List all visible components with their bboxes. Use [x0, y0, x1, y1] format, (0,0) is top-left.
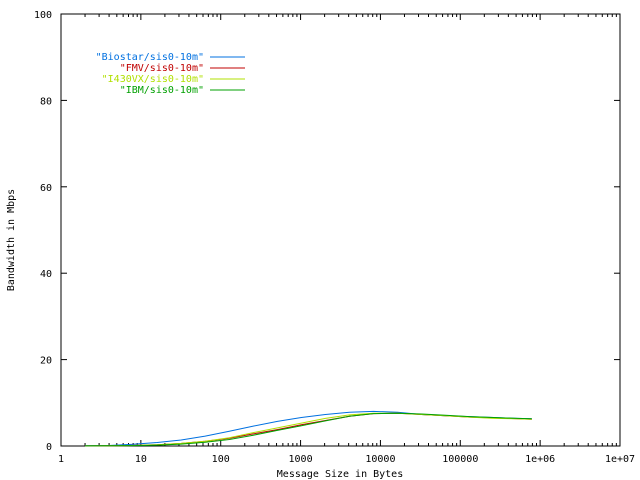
y-tick-label: 100: [34, 10, 52, 21]
series-lines: [84, 410, 532, 447]
y-tick-label: 60: [40, 183, 52, 194]
x-axis-label: Message Size in Bytes: [277, 469, 403, 480]
plot-frame: [60, 13, 621, 447]
y-tick-label: 80: [40, 96, 52, 107]
x-tick-label: 100: [212, 454, 230, 465]
legend: "Biostar/sis0-10m""FMV/sis0-10m""I430VX/…: [96, 52, 245, 96]
x-tick-label: 100000: [442, 454, 478, 465]
y-tick-label: 20: [40, 356, 52, 367]
y-tick-label: 0: [46, 442, 52, 453]
x-axis-ticks: 1 10 100 1000 10000 100000 1e+06 1e+07: [58, 14, 635, 465]
series-line-3: [84, 412, 532, 447]
series-line-1: [84, 412, 532, 447]
y-tick-label: 40: [40, 269, 52, 280]
x-tick-label: 1000: [289, 454, 313, 465]
x-tick-label: 1e+06: [525, 454, 555, 465]
y-axis-label: Bandwidth in Mbps: [6, 189, 17, 291]
x-tick-label: 1e+07: [605, 454, 635, 465]
legend-label: "Biostar/sis0-10m": [96, 52, 204, 63]
legend-label: "FMV/sis0-10m": [120, 63, 204, 74]
x-tick-label: 10000: [365, 454, 395, 465]
x-tick-label: 1: [58, 454, 64, 465]
legend-label: "IBM/sis0-10m": [120, 85, 204, 96]
series-line-2: [84, 412, 532, 447]
legend-label: "I430VX/sis0-10m": [102, 74, 204, 85]
x-tick-label: 10: [135, 454, 147, 465]
y-axis-ticks: 0 20 40 60 80 100: [34, 10, 620, 453]
